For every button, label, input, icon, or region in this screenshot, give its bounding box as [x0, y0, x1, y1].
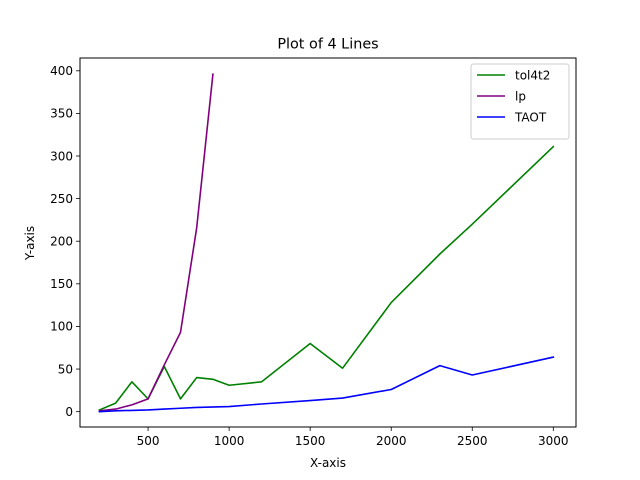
x-tick-label: 500 — [137, 434, 160, 448]
series-line-lp — [98, 73, 214, 412]
x-tick-label: 1000 — [214, 434, 245, 448]
series-line-taot — [98, 356, 555, 413]
y-tick-label: 150 — [50, 277, 73, 291]
x-axis-label: X-axis — [310, 456, 346, 470]
y-tick-label: 0 — [65, 405, 73, 419]
x-tick-label: 2000 — [376, 434, 407, 448]
legend-label-lp: lp — [515, 89, 526, 103]
x-tick-label: 3000 — [538, 434, 569, 448]
x-tick-label: 1500 — [295, 434, 326, 448]
x-tick-label: 2500 — [457, 434, 488, 448]
y-axis-ticks: 0 50 100 150 200 250 300 350 400 — [50, 64, 80, 419]
y-tick-label: 250 — [50, 192, 73, 206]
y-tick-label: 100 — [50, 320, 73, 334]
y-tick-label: 400 — [50, 64, 73, 78]
legend-frame — [470, 63, 570, 140]
y-axis-label: Y-axis — [23, 226, 37, 261]
legend-label-tol4t2: tol4t2 — [515, 68, 550, 82]
plot-frame — [79, 57, 577, 428]
y-tick-label: 350 — [50, 107, 73, 121]
series-line-tol4t2 — [98, 145, 555, 412]
legend: tol4t2 lp TAOT — [470, 63, 570, 140]
y-tick-label: 50 — [58, 362, 73, 376]
y-tick-label: 200 — [50, 235, 73, 249]
chart-title: Plot of 4 Lines — [277, 37, 378, 53]
plot-area — [98, 73, 555, 413]
y-tick-label: 300 — [50, 149, 73, 163]
x-axis-ticks: 500 1000 1500 2000 2500 3000 — [137, 427, 569, 448]
legend-label-taot: TAOT — [514, 110, 547, 124]
